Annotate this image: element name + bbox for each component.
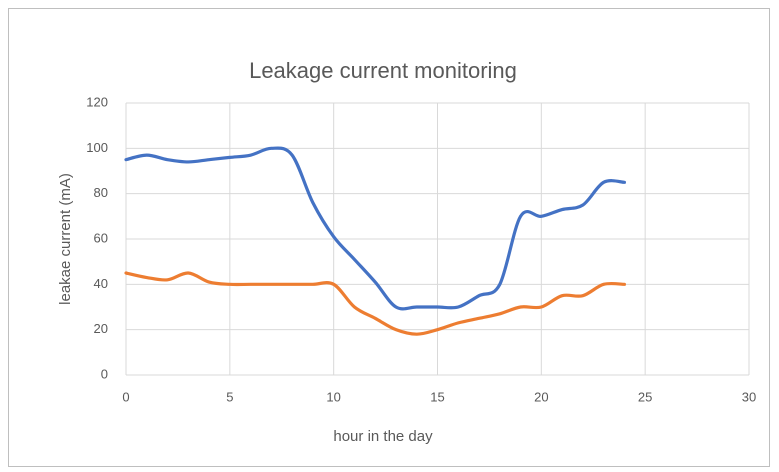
x-tick-label: 0 <box>122 389 129 404</box>
y-tick-label: 120 <box>86 94 108 109</box>
x-tick-label: 20 <box>534 389 548 404</box>
y-tick-label: 80 <box>94 185 108 200</box>
y-tick-label: 20 <box>94 321 108 336</box>
y-axis-label: leakae current (mA) <box>57 173 74 305</box>
chart-title: Leakage current monitoring <box>249 58 517 83</box>
chart-border <box>8 8 770 467</box>
series-line <box>124 271 626 336</box>
series-line <box>124 146 626 311</box>
x-tick-label: 15 <box>430 389 444 404</box>
y-tick-label: 100 <box>86 140 108 155</box>
x-axis-label: hour in the day <box>333 428 433 445</box>
y-tick-label: 40 <box>94 276 108 291</box>
x-tick-label: 10 <box>326 389 340 404</box>
x-tick-label: 5 <box>226 389 233 404</box>
x-tick-label: 25 <box>638 389 652 404</box>
y-tick-label: 60 <box>94 230 108 245</box>
x-tick-label: 30 <box>742 389 756 404</box>
y-tick-label: 0 <box>101 366 108 381</box>
